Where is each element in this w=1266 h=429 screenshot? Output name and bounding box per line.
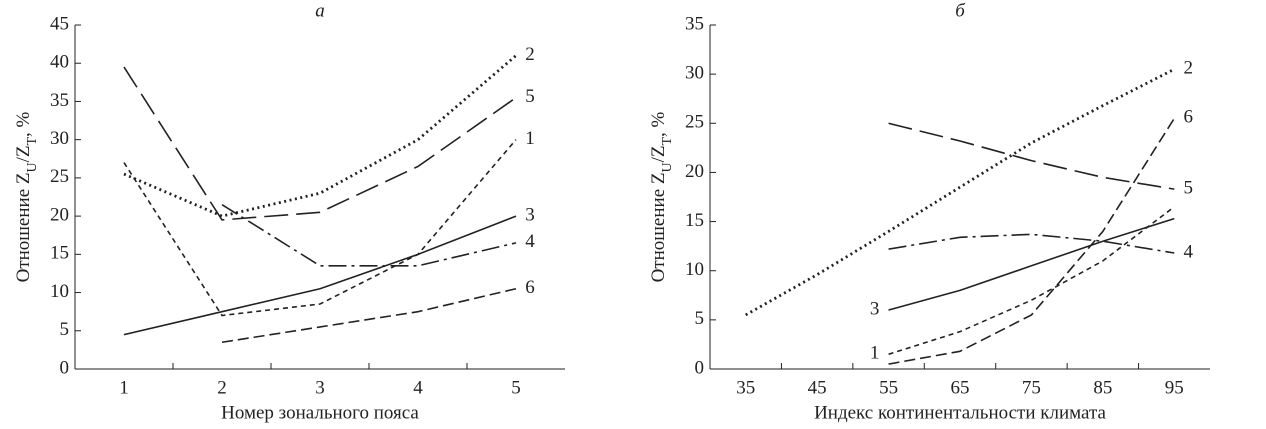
- y-tick-label: 5: [695, 308, 705, 329]
- series-label: 1: [870, 343, 880, 364]
- y-tick-label: 5: [60, 319, 70, 340]
- y-tick-label: 25: [50, 166, 69, 187]
- data-line: [745, 67, 1175, 317]
- x-tick-label: 75: [1022, 377, 1041, 398]
- panel-title: а: [315, 0, 325, 21]
- series-label: 5: [1184, 177, 1194, 198]
- x-axis-label: Индекс континентальности климата: [814, 402, 1106, 423]
- series-label: 4: [525, 231, 535, 252]
- x-tick-label: 35: [736, 377, 755, 398]
- x-tick-label: 65: [951, 377, 970, 398]
- data-line: [221, 287, 517, 344]
- y-tick-label: 30: [50, 128, 69, 149]
- series-label: 5: [525, 86, 535, 107]
- data-line: [123, 66, 517, 221]
- y-axis-label-part: T: [25, 136, 40, 145]
- y-tick-label: 0: [60, 357, 70, 378]
- data-line: [888, 206, 1175, 356]
- y-tick-label: 15: [685, 210, 704, 231]
- series-label: 1: [525, 128, 535, 149]
- y-tick-label: 10: [685, 259, 704, 280]
- y-tick-label: 20: [50, 204, 69, 225]
- x-tick-label: 95: [1165, 377, 1184, 398]
- y-axis-label-part: U: [25, 162, 40, 172]
- x-tick-label: 55: [879, 377, 898, 398]
- series-label: 3: [525, 204, 535, 225]
- x-tick-label: 5: [511, 377, 521, 398]
- x-tick-label: 85: [1093, 377, 1112, 398]
- y-axis-label-part: /Z: [13, 145, 34, 162]
- series-label: 6: [1184, 107, 1194, 128]
- data-line: [888, 233, 1175, 254]
- series-label: 6: [525, 277, 535, 298]
- data-line: [123, 139, 517, 317]
- y-axis-label-part: T: [660, 136, 675, 145]
- panel-title: б: [955, 0, 966, 21]
- data-line: [888, 122, 1175, 190]
- y-axis-label-part: Отношение Z: [13, 173, 34, 283]
- x-tick-label: 3: [315, 377, 325, 398]
- series-label: 3: [870, 298, 880, 319]
- x-tick-label: 4: [413, 377, 423, 398]
- y-tick-label: 40: [50, 52, 69, 73]
- y-axis-label: Отношение ZU/ZT, %: [13, 111, 39, 282]
- y-axis-label: Отношение ZU/ZT, %: [648, 111, 674, 282]
- data-line: [888, 117, 1175, 365]
- x-tick-label: 2: [217, 377, 227, 398]
- y-tick-label: 35: [50, 90, 69, 111]
- x-axis-label: Номер зонального пояса: [221, 402, 419, 423]
- y-tick-label: 10: [50, 281, 69, 302]
- y-axis-label-part: Отношение Z: [648, 173, 669, 283]
- data-line: [123, 54, 517, 218]
- y-axis-label-part: /Z: [648, 145, 669, 162]
- y-tick-label: 0: [695, 357, 705, 378]
- x-tick-label: 45: [808, 377, 827, 398]
- y-tick-label: 15: [50, 243, 69, 264]
- y-axis-label-part: , %: [13, 111, 34, 137]
- y-tick-label: 30: [685, 63, 704, 84]
- data-line: [888, 217, 1175, 311]
- x-tick-label: 1: [119, 377, 129, 398]
- data-line: [221, 203, 517, 267]
- y-axis-label-part: , %: [648, 111, 669, 137]
- y-tick-label: 35: [685, 13, 704, 34]
- series-label: 2: [525, 44, 535, 65]
- series-label: 4: [1184, 241, 1194, 262]
- data-line: [123, 215, 517, 336]
- series-label: 2: [1184, 58, 1194, 79]
- y-tick-label: 25: [685, 112, 704, 133]
- y-tick-label: 20: [685, 161, 704, 182]
- y-tick-label: 45: [50, 13, 69, 34]
- y-axis-label-part: U: [660, 162, 675, 172]
